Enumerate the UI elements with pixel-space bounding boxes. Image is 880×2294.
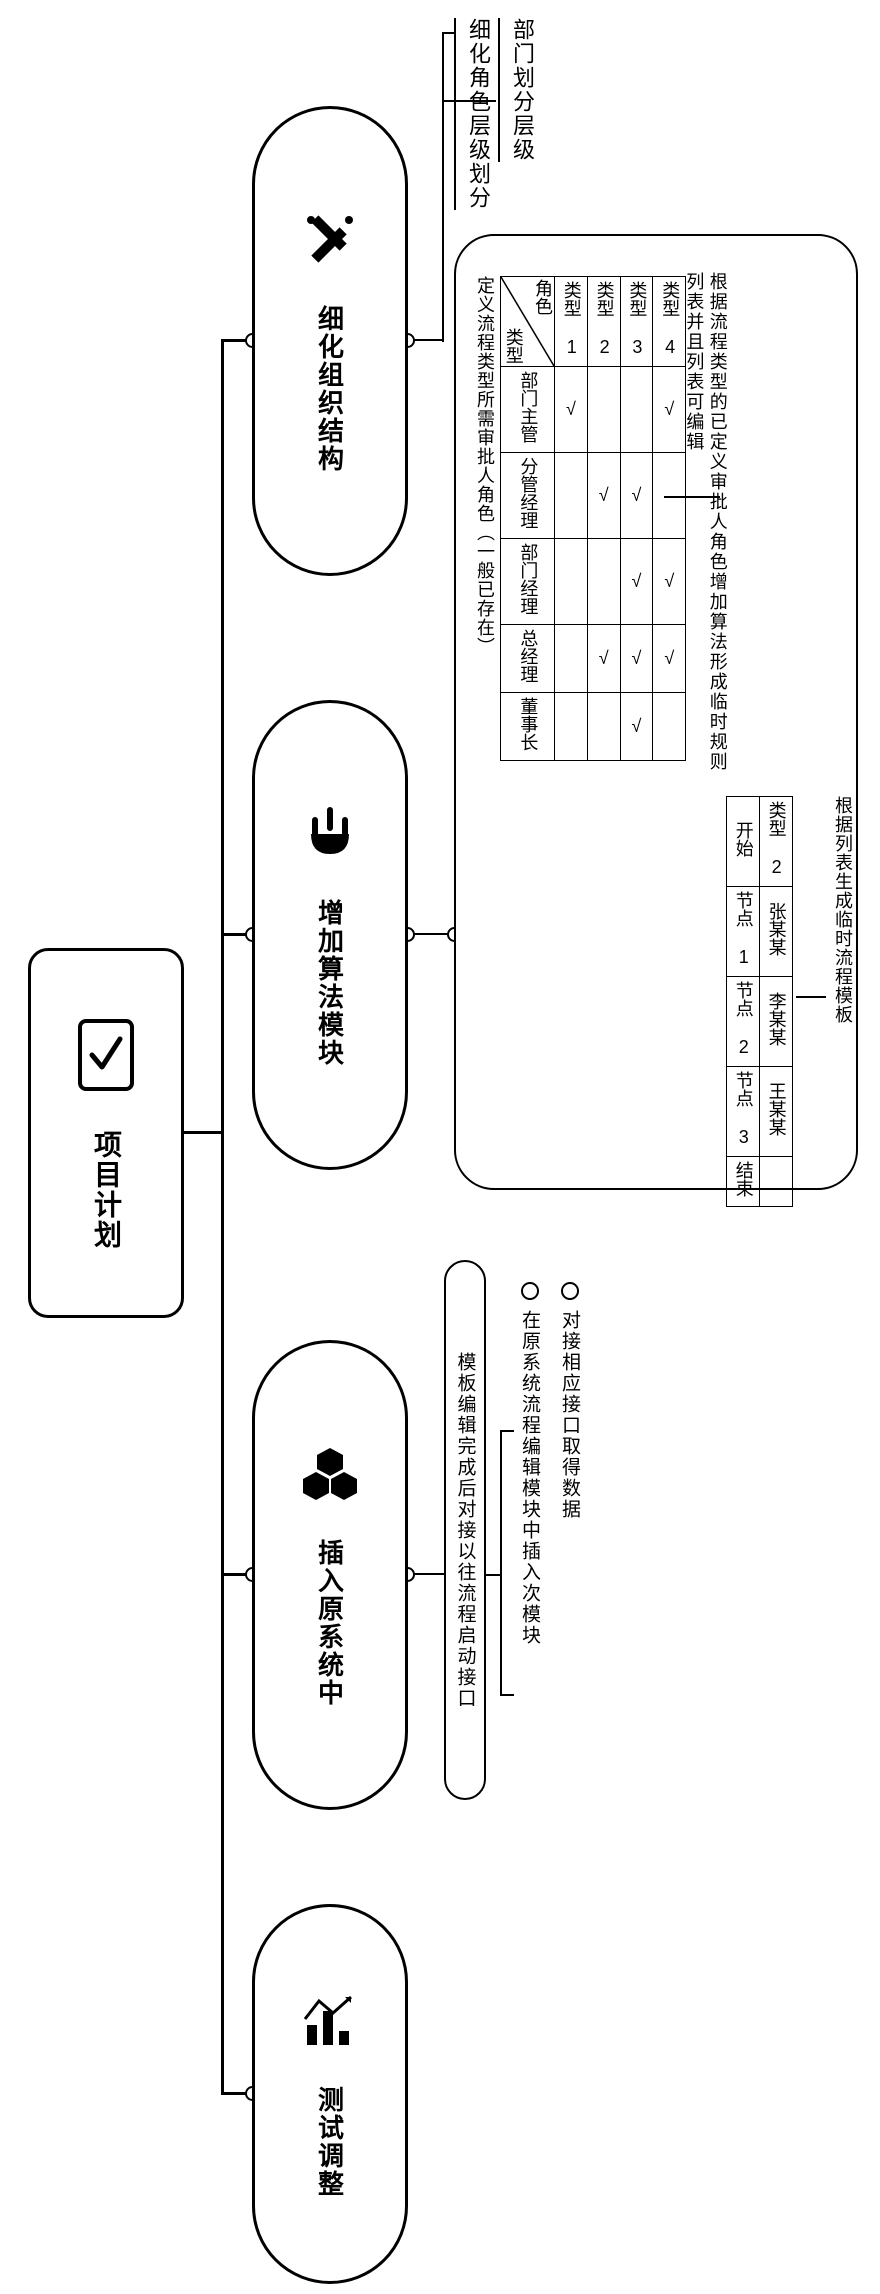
table-row-label: 类型 3 [620, 277, 653, 367]
connector [442, 100, 496, 102]
root-title: 项目计划 [86, 1130, 126, 1250]
connector [500, 1430, 514, 1432]
step-node-1: 细化组织结构 [252, 106, 408, 576]
table-cell: √ [587, 453, 620, 539]
table-cell [653, 693, 686, 761]
table-cell [555, 453, 588, 539]
table-cell [587, 367, 620, 453]
table-cell: 李某某 [759, 977, 792, 1067]
plugin-icon [301, 804, 359, 875]
connector [442, 32, 444, 342]
radio-label: 对接相应接口取得数据 [556, 1310, 583, 1520]
section1-title: 定义流程类型所需审批人角色（一般已存在） [472, 276, 498, 756]
table-cell: √ [620, 625, 653, 693]
connector [442, 32, 454, 34]
flow-node-table: 开始 类型 2 节点 1 张某某 节点 2 李某某 节点 3 王某某 结束 [726, 796, 793, 1207]
table-cell [555, 693, 588, 761]
table-cell: √ [587, 625, 620, 693]
connector [184, 1131, 223, 1134]
table-cell: √ [620, 539, 653, 625]
role-type-table: 角色 类型 类型 1 类型 2 类型 3 类型 4 部门主管 √ √ 分管经理 … [500, 276, 686, 761]
radio-option-2: 对接相应接口取得数据 [556, 1282, 583, 1520]
table-header: 结束 [727, 1157, 760, 1207]
step-title: 细化组织结构 [312, 305, 349, 473]
chart-bars-icon [301, 1991, 359, 2062]
detail-line: 部门划分层级 [498, 18, 538, 162]
connector [500, 1694, 514, 1696]
table-header: 节点 2 [727, 977, 760, 1067]
table-cell: √ [620, 693, 653, 761]
step-node-4: 测试调整 [252, 1904, 408, 2284]
table-col-header: 分管经理 [501, 453, 555, 539]
table-col-header: 部门主管 [501, 367, 555, 453]
detail-line: 模板编辑完成后对接以往流程启动接口 [452, 1352, 479, 1709]
table-col-header: 董事长 [501, 693, 555, 761]
detail-line: 细化角色层级划分 [454, 18, 494, 210]
table-row-label: 类型 1 [555, 277, 588, 367]
radio-icon [521, 1282, 539, 1300]
table-header: 开始 [727, 797, 760, 887]
section3-note: 根据列表生成临时流程模板 [830, 796, 856, 1176]
step-title: 测试调整 [312, 2086, 349, 2198]
connector [664, 496, 720, 498]
step1-detail: 部门划分层级 [498, 18, 538, 162]
step-node-2: 增加算法模块 [252, 700, 408, 1170]
table-cell [587, 539, 620, 625]
step-title: 增加算法模块 [312, 899, 349, 1067]
table-cell [759, 1157, 792, 1207]
table-col-header: 总经理 [501, 625, 555, 693]
step3-detail-pill: 模板编辑完成后对接以往流程启动接口 [444, 1260, 486, 1800]
table-header: 节点 1 [727, 887, 760, 977]
table-cell: √ [653, 625, 686, 693]
step-title: 插入原系统中 [312, 1539, 349, 1707]
step2-panel: 定义流程类型所需审批人角色（一般已存在） 角色 类型 类型 1 类型 2 类型 … [454, 234, 858, 1190]
radio-option-1: 在原系统流程编辑模块中插入次模块 [516, 1282, 543, 1646]
step-node-3: 插入原系统中 [252, 1340, 408, 1810]
modules-icon [301, 1444, 359, 1515]
root-node: 项目计划 [28, 948, 184, 1318]
connector [796, 996, 826, 998]
table-cell [587, 693, 620, 761]
table-cell: 张某某 [759, 887, 792, 977]
table-cell: √ [555, 367, 588, 453]
table-cell [555, 625, 588, 693]
table-cell [555, 539, 588, 625]
table-row-label: 类型 4 [653, 277, 686, 367]
document-check-icon [74, 1017, 138, 1106]
table-cell: √ [653, 367, 686, 453]
table-cell: 类型 2 [759, 797, 792, 887]
table-row-label: 类型 2 [587, 277, 620, 367]
connector [500, 1430, 502, 1694]
table-cell: 王某某 [759, 1067, 792, 1157]
table-cell: √ [620, 453, 653, 539]
step1-detail: 细化角色层级划分 [454, 18, 494, 210]
table-header: 节点 3 [727, 1067, 760, 1157]
table-col-header: 部门经理 [501, 539, 555, 625]
connector [221, 339, 224, 2095]
radio-icon [561, 1282, 579, 1300]
pencil-ruler-icon [301, 210, 359, 281]
section2-note: 根据流程类型的已定义审批人角色增加算法形成临时规则列表并且列表可编辑 [682, 272, 729, 772]
radio-label: 在原系统流程编辑模块中插入次模块 [516, 1310, 543, 1646]
table-cell [620, 367, 653, 453]
table-cell: √ [653, 539, 686, 625]
connector [486, 1574, 500, 1576]
